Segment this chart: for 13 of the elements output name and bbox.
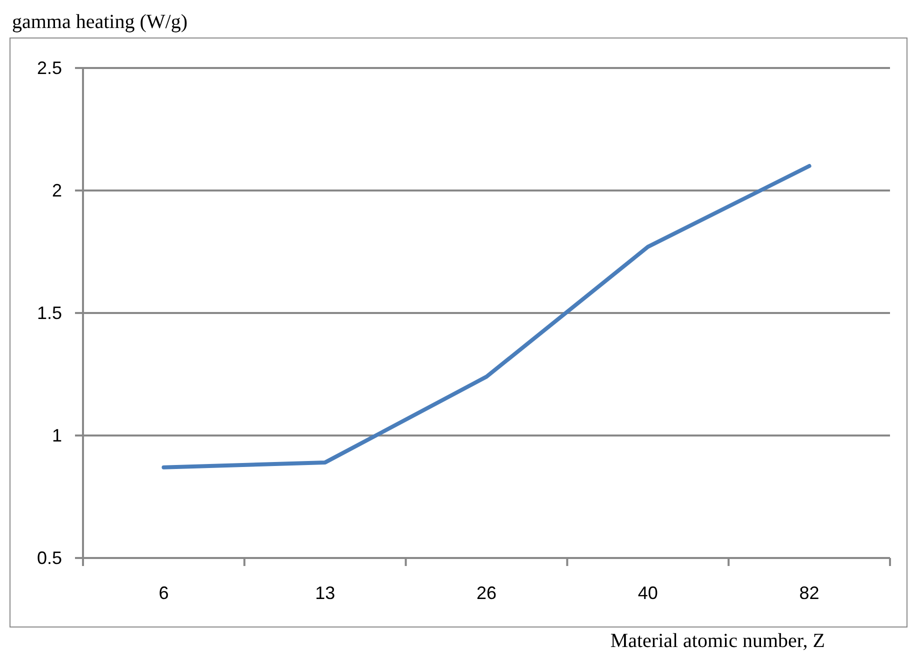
x-tick-label: 13 xyxy=(315,583,336,603)
y-tick-label: 0.5 xyxy=(36,548,62,568)
line-series xyxy=(162,164,812,470)
y-tick-label: 2.5 xyxy=(36,58,62,78)
x-tick-label: 40 xyxy=(638,583,658,603)
y-tick-label: 2 xyxy=(52,180,62,200)
y-tick-label: 1 xyxy=(52,426,62,446)
y-axis-title: gamma heating (W/g) xyxy=(12,11,188,33)
x-axis-title: Material atomic number, Z xyxy=(610,630,825,652)
y-tick-label: 1.5 xyxy=(36,303,62,323)
x-tick-label: 6 xyxy=(158,583,169,603)
x-tick-label: 82 xyxy=(799,583,820,603)
x-tick-label: 26 xyxy=(476,583,497,603)
